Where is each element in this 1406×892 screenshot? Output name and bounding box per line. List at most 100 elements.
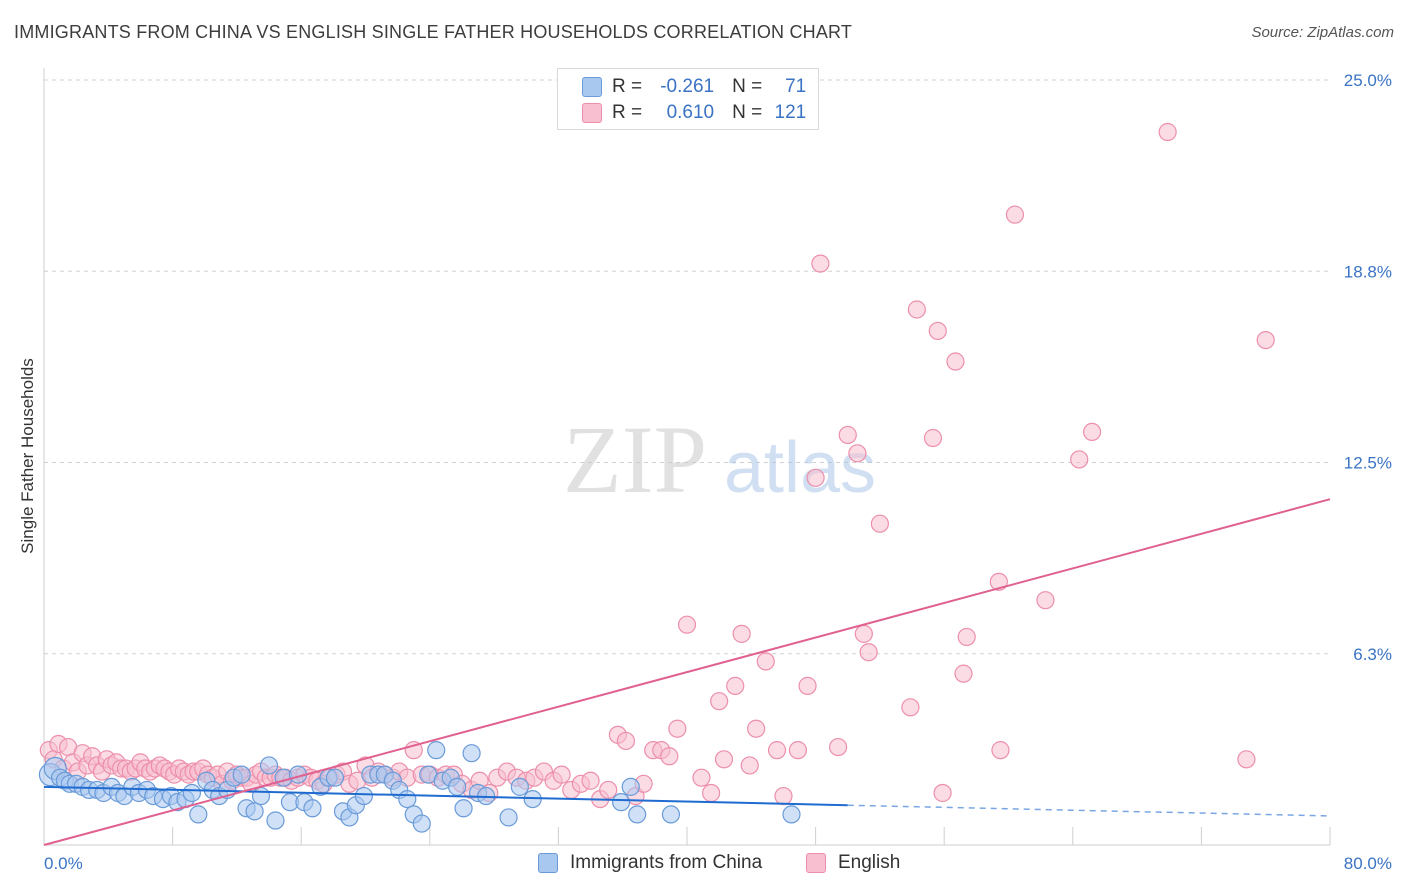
legend-label-english: English (838, 852, 901, 873)
legend-r-value-english: 0.610 (666, 102, 715, 123)
english-point (928, 321, 947, 341)
chart-title: IMMIGRANTS FROM CHINA VS ENGLISH SINGLE … (14, 22, 853, 42)
x-tick-label: 0.0% (44, 854, 83, 873)
china-point (259, 756, 279, 775)
tick-labels: 6.3% 12.5% 18.8% 25.0% 0.0% 80.0% (44, 71, 1392, 873)
english-point (923, 428, 943, 448)
source-label: Source: ZipAtlas.com (1251, 24, 1394, 41)
english-point (901, 698, 920, 717)
china-point (462, 744, 481, 763)
english-point (811, 254, 830, 273)
legend-n-label: N = (732, 102, 763, 123)
china-point (245, 802, 264, 821)
legend-swatch-china (582, 77, 602, 97)
y-tick-label: 18.8% (1344, 262, 1392, 281)
legend-item-china[interactable]: Immigrants from China (538, 852, 762, 874)
china-point (182, 783, 201, 803)
correlation-legend: R = -0.261 N = 71 R = 0.610 N = 121 (557, 68, 819, 130)
china-point (251, 786, 271, 806)
china-point (510, 777, 529, 796)
english-point (829, 737, 848, 757)
english-point (957, 627, 976, 647)
english-point (677, 615, 697, 634)
x-tick-label: 80.0% (1344, 854, 1392, 873)
china-point (448, 777, 467, 796)
china-points (38, 741, 801, 833)
english-point (726, 676, 745, 695)
china-point (303, 799, 322, 818)
english-point (774, 786, 793, 806)
china-point (611, 793, 631, 812)
china-point (412, 814, 431, 833)
english-point (954, 664, 973, 683)
english-point (616, 731, 636, 751)
legend-swatch-english (582, 103, 602, 123)
english-point (660, 747, 679, 766)
english-point (1158, 122, 1177, 142)
english-point (798, 676, 817, 695)
axes (43, 68, 1331, 846)
legend-r-label: R = (612, 102, 643, 123)
english-point (740, 756, 759, 775)
english-point (552, 765, 571, 784)
english-point (668, 719, 687, 738)
english-point (1082, 422, 1102, 441)
english-point (859, 643, 878, 662)
series-legend: Immigrants from China English (0, 852, 1406, 878)
english-point (854, 624, 873, 643)
english-point (710, 692, 729, 711)
english-trend-line (43, 498, 1331, 846)
legend-r-value-china: -0.261 (660, 76, 715, 97)
china-point (398, 789, 417, 809)
china-point (628, 805, 647, 824)
china-trend-extension (847, 804, 1331, 817)
y-tick-label: 6.3% (1353, 645, 1392, 664)
y-tick-label: 12.5% (1344, 454, 1392, 473)
china-point (427, 741, 446, 760)
legend-r-label: R = (612, 76, 643, 97)
china-point (661, 805, 681, 824)
english-point (848, 444, 867, 463)
china-point (782, 805, 801, 824)
english-point (788, 741, 808, 760)
english-point (933, 783, 952, 803)
english-point (732, 624, 751, 643)
english-point (747, 719, 766, 738)
china-point (325, 768, 345, 787)
english-point (946, 352, 965, 371)
legend-n-label: N = (732, 76, 763, 97)
china-trend-line (43, 785, 848, 807)
english-point (870, 514, 890, 533)
china-point (189, 805, 208, 824)
english-point (714, 750, 734, 769)
trend-lines (43, 498, 1331, 846)
gridlines (44, 79, 1330, 655)
english-point (756, 652, 775, 671)
english-point (1256, 331, 1275, 350)
y-tick-label: 25.0% (1344, 71, 1392, 90)
english-point (991, 741, 1010, 760)
legend-swatch-china (538, 853, 558, 873)
english-point (581, 771, 600, 790)
china-point (621, 777, 640, 796)
english-point (767, 741, 787, 760)
english-point (702, 783, 721, 803)
english-point (1036, 591, 1055, 610)
legend-n-value-english: 121 (774, 102, 807, 123)
china-point (354, 786, 373, 806)
english-point (692, 768, 711, 787)
legend-swatch-english (806, 853, 826, 873)
english-point (907, 300, 926, 319)
english-point (838, 425, 857, 445)
china-point (266, 811, 285, 830)
china-point (454, 799, 473, 818)
legend-n-value-china: 71 (785, 76, 807, 97)
china-point (499, 808, 518, 827)
legend-item-english[interactable]: English (806, 852, 900, 874)
legend-row-china: R = -0.261 N = 71 (582, 74, 806, 100)
legend-label-china: Immigrants from China (570, 852, 763, 873)
legend-row-english: R = 0.610 N = 121 (582, 100, 806, 126)
english-point (599, 780, 618, 800)
english-point (806, 468, 825, 487)
